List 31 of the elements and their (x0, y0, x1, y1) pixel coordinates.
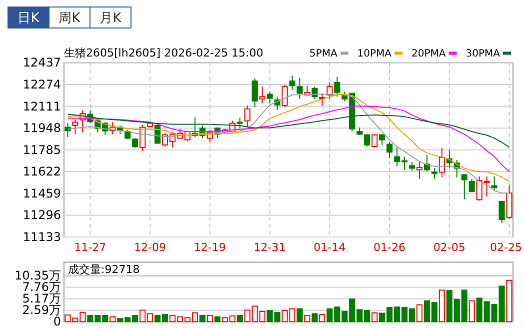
y-tick-label: 10.35万 (14, 268, 61, 283)
x-tick-label: 12-09 (134, 241, 166, 254)
y-tick-label: 7.76万 (22, 280, 61, 294)
text: 日K (18, 11, 40, 26)
y-tick-label: 11459 (22, 186, 61, 200)
legend-label: 5PMA (309, 48, 338, 60)
y-tick-label: 11622 (22, 164, 61, 179)
chart-title: 生猪2605[lh2605] 2026-02-25 15:00 (64, 46, 264, 60)
y-tick-label: 11296 (22, 208, 61, 222)
x-tick-label: 01-14 (314, 241, 346, 254)
y-tick-label: 2.59万 (22, 303, 61, 318)
y-tick-label: 0 (53, 314, 61, 328)
x-tick-label: 12-31 (254, 241, 286, 254)
y-tick-label: 11948 (22, 121, 61, 136)
x-tick-label: 11-27 (74, 241, 106, 254)
x-tick-label: 02-25 (490, 241, 522, 254)
text: 周K (58, 11, 81, 26)
chart-title: 成交量:92718 (68, 263, 140, 276)
x-tick-label: 12-19 (194, 241, 226, 254)
legend-label: 30PMA (466, 48, 500, 60)
text: 月K (100, 11, 122, 26)
y-tick-label: 12437 (22, 56, 61, 70)
y-tick-label: 11785 (22, 142, 61, 157)
y-tick-label: 11133 (22, 230, 61, 244)
y-tick-label: 12274 (22, 77, 61, 92)
x-tick-label: 01-26 (374, 241, 406, 254)
y-tick-label: 5.17万 (22, 292, 61, 306)
x-tick-label: 02-05 (433, 241, 466, 254)
legend-label: 10PMA (357, 48, 392, 60)
y-tick-label: 12111 (22, 99, 61, 114)
legend-label: 20PMA (412, 48, 446, 60)
